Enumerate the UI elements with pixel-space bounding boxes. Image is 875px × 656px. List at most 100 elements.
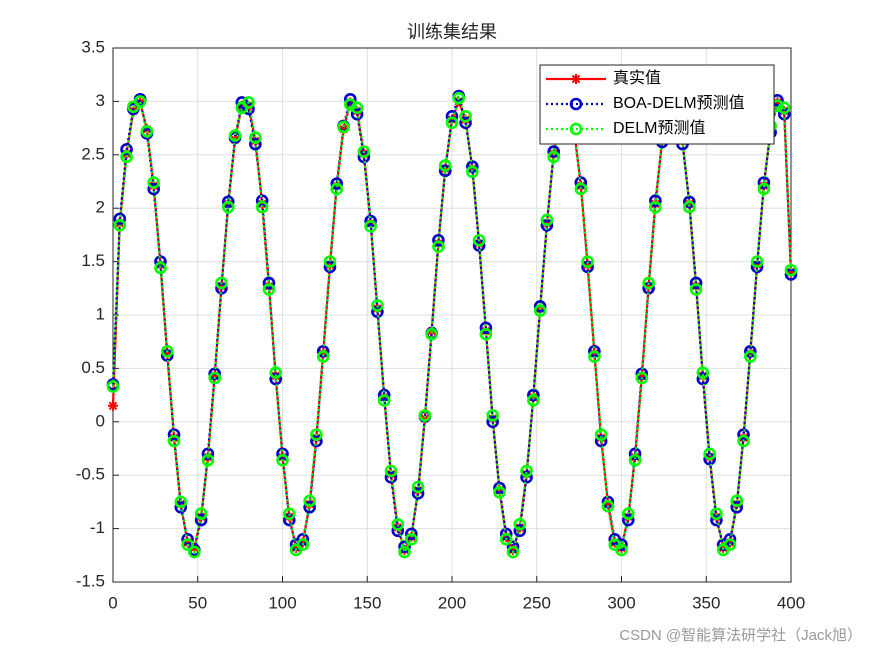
data-point <box>310 428 323 441</box>
data-point <box>384 471 398 484</box>
data-point <box>581 255 594 268</box>
data-point <box>216 281 227 292</box>
data-point <box>487 413 498 424</box>
data-point <box>284 511 295 522</box>
data-point <box>499 532 513 546</box>
data-point <box>447 114 457 125</box>
data-point <box>296 538 310 551</box>
data-point <box>147 176 160 189</box>
data-point <box>440 163 451 174</box>
series <box>106 91 798 559</box>
data-point <box>160 345 174 358</box>
data-point <box>730 494 744 508</box>
data-point <box>533 300 547 313</box>
data-point <box>602 499 613 510</box>
data-point <box>384 464 398 478</box>
data-point <box>343 98 357 111</box>
data-point <box>486 415 499 429</box>
data-point <box>438 159 452 172</box>
data-point <box>737 434 750 448</box>
legend-marker <box>571 74 581 84</box>
data-point <box>575 180 586 191</box>
data-point <box>357 145 371 158</box>
data-point <box>588 350 601 363</box>
x-tick-label: 150 <box>353 593 381 612</box>
data-point <box>182 537 193 548</box>
data-point <box>750 255 764 268</box>
data-point <box>757 176 771 189</box>
data-point <box>772 97 783 108</box>
data-point <box>257 198 268 209</box>
data-point <box>649 194 662 208</box>
data-point <box>262 283 276 296</box>
data-point <box>649 200 662 214</box>
legend-label: BOA-DELM预测值 <box>613 94 745 112</box>
data-point <box>174 495 188 509</box>
data-point <box>628 453 642 467</box>
data-point <box>445 110 459 123</box>
data-point <box>140 125 154 138</box>
data-point <box>452 91 466 105</box>
legend-marker <box>569 97 583 111</box>
data-point <box>215 276 228 290</box>
data-point <box>594 434 608 448</box>
data-point <box>303 494 316 508</box>
data-point <box>784 263 798 277</box>
data-point <box>459 116 472 130</box>
data-point <box>786 267 796 278</box>
data-point <box>113 212 127 226</box>
y-tick-label: 1.5 <box>81 251 105 270</box>
data-point <box>433 238 444 249</box>
y-tick-label: 2.5 <box>81 144 105 163</box>
series-line <box>111 92 793 553</box>
y-tick-label: 0 <box>96 411 105 430</box>
y-tick-label: 1 <box>96 304 105 323</box>
data-point <box>291 542 302 553</box>
data-point <box>350 107 364 121</box>
data-point <box>242 96 255 109</box>
data-point <box>316 345 330 358</box>
data-point <box>588 345 601 358</box>
x-tick-label: 250 <box>523 593 551 612</box>
data-point <box>730 500 744 514</box>
data-point <box>466 165 479 179</box>
data-point <box>621 507 635 520</box>
data-point <box>501 532 512 543</box>
data-point <box>682 195 696 209</box>
data-point <box>506 545 520 559</box>
data-point <box>621 513 635 527</box>
data-point <box>323 255 337 268</box>
data-point <box>113 218 127 232</box>
data-point <box>682 200 696 214</box>
data-point <box>154 261 167 275</box>
data-point <box>696 366 710 379</box>
data-point <box>201 453 215 467</box>
data-point <box>635 371 649 385</box>
x-tick-label: 400 <box>777 593 805 612</box>
data-point <box>459 110 472 123</box>
data-point <box>744 350 757 363</box>
data-point <box>269 372 283 386</box>
data-point <box>235 96 249 109</box>
data-point <box>377 388 391 402</box>
data-point <box>316 350 330 363</box>
series-line <box>111 94 793 556</box>
x-tick-label: 50 <box>188 593 207 612</box>
data-point <box>330 177 344 190</box>
data-point <box>636 370 647 381</box>
data-point <box>540 218 554 232</box>
x-tick-label: 100 <box>268 593 296 612</box>
data-point <box>209 370 220 381</box>
data-point <box>710 507 723 520</box>
data-point <box>221 195 235 209</box>
data-point <box>169 432 180 443</box>
data-point <box>547 145 561 158</box>
data-point <box>479 327 493 341</box>
data-point <box>445 116 459 130</box>
data-point <box>574 182 588 196</box>
data-point <box>724 537 735 548</box>
data-point <box>643 281 654 292</box>
data-point <box>371 299 384 312</box>
data-point <box>777 101 791 115</box>
